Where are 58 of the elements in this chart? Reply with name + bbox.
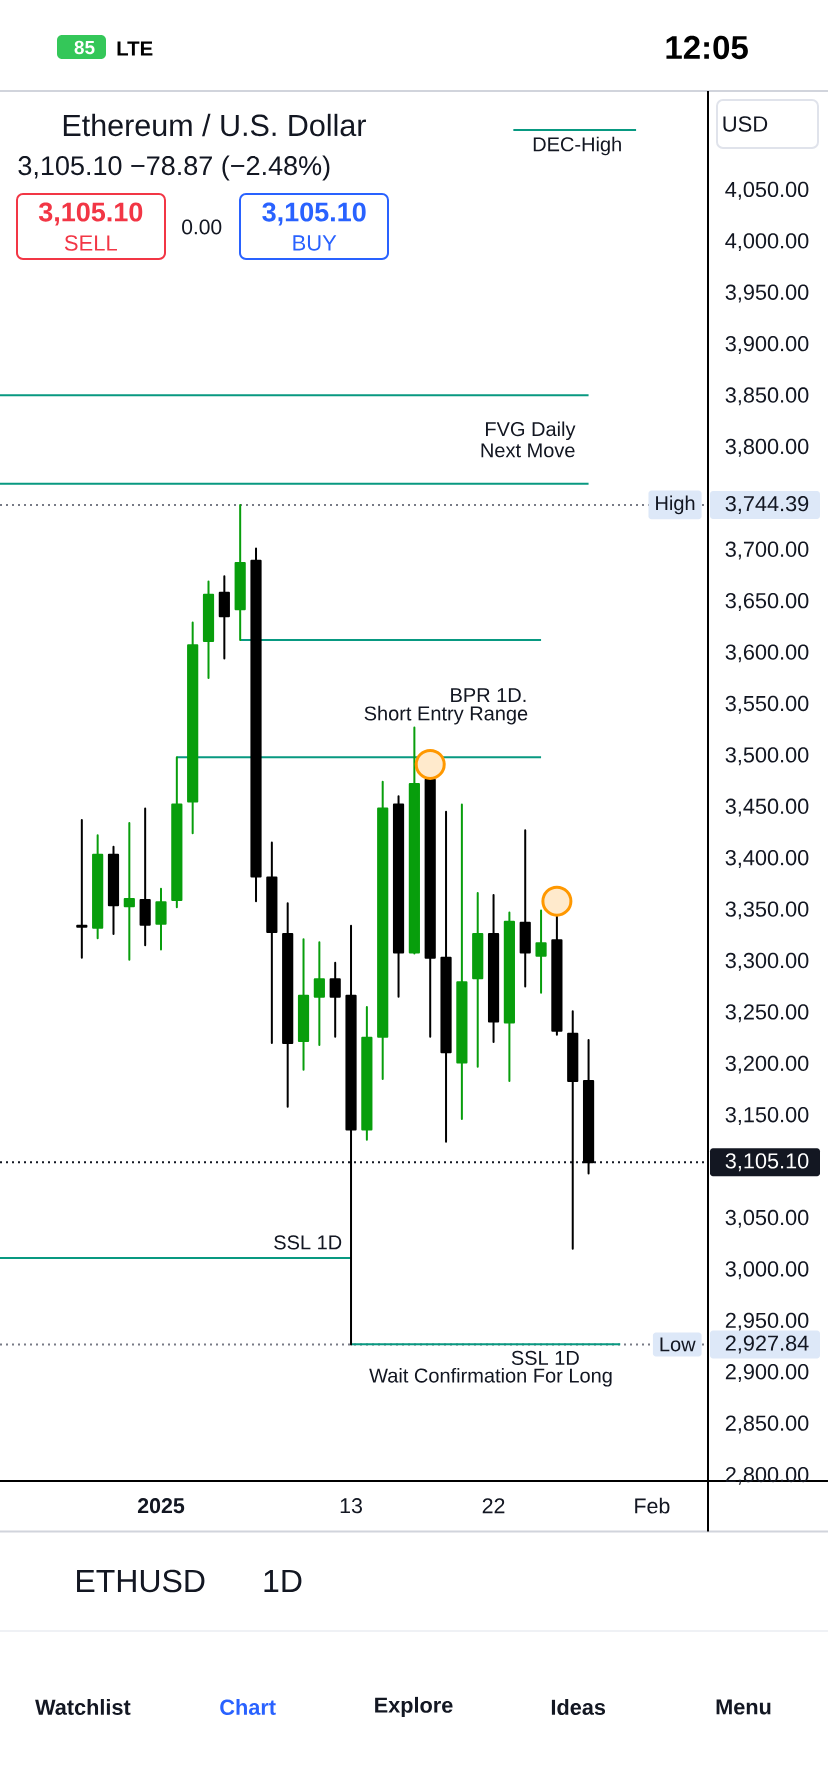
y-tick-label: 2,927.84 (725, 1335, 809, 1354)
y-tick-label: 3,900.00 (725, 335, 809, 354)
y-tick-label: 3,600.00 (725, 644, 809, 663)
text: Explore (375, 1696, 453, 1718)
y-tick-label: 3,400.00 (725, 850, 809, 868)
annotation: FVG Daily (486, 421, 576, 441)
annotation: Next Move (481, 443, 575, 458)
y-tick-label: 3,950.00 (725, 284, 809, 303)
x-tick-label: 13 (340, 1498, 362, 1514)
text: 3,105.10 −78.87 (−2.48%) (18, 155, 330, 181)
text: Chart (220, 1699, 276, 1715)
annotation: SSL 1D (511, 1350, 579, 1365)
text: 85 (74, 40, 95, 55)
annotation: Wait Confirmation For Long (369, 1367, 612, 1387)
annotation: SELL (64, 235, 117, 251)
y-tick-label: 3,450.00 (725, 798, 809, 817)
text: ETHUSD (77, 1569, 205, 1593)
y-tick-label: 3,105.10 (725, 1153, 809, 1172)
annotation: 0.00 (182, 219, 222, 235)
ref-line-label: High (656, 495, 695, 515)
annotation: 3,105.10 (38, 202, 143, 226)
annotation: BPR 1D. (451, 688, 526, 702)
text: Menu (716, 1699, 771, 1715)
y-tick-label: 3,850.00 (725, 387, 809, 406)
text: Watchlist (35, 1699, 131, 1715)
y-tick-label: 3,650.00 (725, 592, 809, 611)
x-tick-label: Feb (635, 1497, 670, 1514)
annotation: DEC-High (533, 136, 621, 156)
y-tick-label: 4,050.00 (725, 181, 809, 200)
text: 1D (264, 1569, 302, 1592)
x-tick-label: 2025 (137, 1498, 185, 1514)
y-tick-label: 3,700.00 (725, 541, 809, 560)
text: 12:05 (666, 35, 748, 60)
y-tick-label: 3,200.00 (725, 1055, 809, 1074)
y-tick-label: 2,950.00 (725, 1312, 809, 1331)
y-tick-label: 3,300.00 (725, 952, 809, 971)
x-tick-label: 22 (482, 1498, 505, 1514)
y-tick-label: 3,000.00 (725, 1261, 809, 1280)
text: Ideas (551, 1699, 606, 1715)
y-tick-label: 3,550.00 (725, 695, 809, 714)
text: Ethereum / U.S. Dollar (63, 113, 366, 137)
y-tick-label: 3,500.00 (725, 747, 809, 766)
y-tick-label: 3,800.00 (725, 438, 809, 457)
y-tick-label: 2,850.00 (725, 1415, 809, 1434)
annotation: 3,105.10 (262, 202, 366, 226)
y-tick-label: 2,900.00 (725, 1364, 809, 1383)
annotation: Short Entry Range (364, 705, 528, 725)
y-tick-label: 3,250.00 (725, 1004, 809, 1023)
ref-line-label: Low (660, 1337, 696, 1352)
annotation: SSL 1D (274, 1235, 342, 1250)
y-tick-label: 3,050.00 (725, 1209, 809, 1228)
y-tick-label: 3,350.00 (725, 901, 809, 920)
y-tick-label: 3,744.39 (725, 495, 809, 514)
annotation: BUY (293, 235, 337, 251)
text: LTE (117, 41, 153, 56)
y-tick-label: 4,000.00 (725, 233, 809, 252)
text: USD (723, 116, 768, 132)
y-tick-label: 3,150.00 (725, 1107, 809, 1125)
